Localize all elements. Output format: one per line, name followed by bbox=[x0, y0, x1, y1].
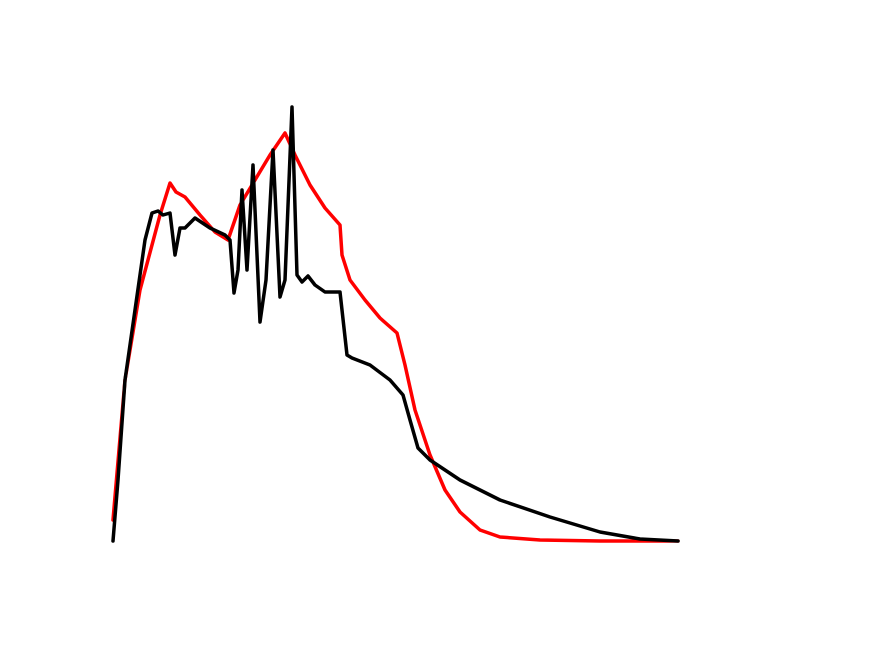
data-line bbox=[111, 131, 680, 543]
data-line bbox=[111, 105, 680, 543]
